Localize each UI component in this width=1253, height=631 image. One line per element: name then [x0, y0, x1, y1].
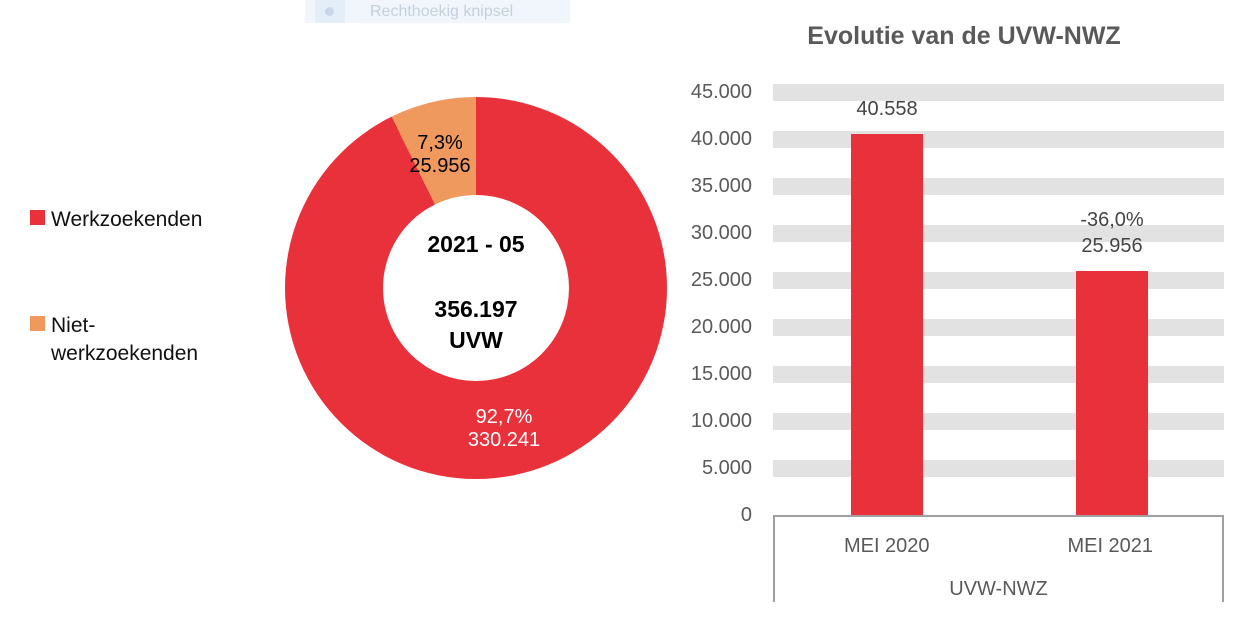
legend-item-werkzoekenden[interactable]: Werkzoekenden [30, 206, 229, 234]
y-axis-tick-label: 0 [740, 504, 752, 526]
slice-pct-niet-werkzoekenden: 7,3% [417, 132, 463, 154]
y-axis-tick-label: 40.000 [690, 128, 752, 150]
gridline-band [773, 177, 1224, 195]
category-label-mei-2021: MEI 2021 [1067, 534, 1154, 557]
gridline-band [773, 459, 1224, 477]
donut-center-unit: UVW [449, 327, 503, 353]
y-axis-tick-label: 15.000 [690, 363, 752, 385]
bar-chart-title: Evolutie van de UVW-NWZ [807, 22, 1121, 50]
category-label-mei-2020: MEI 2020 [843, 534, 930, 557]
slice-value-werkzoekenden: 330.241 [467, 429, 541, 451]
gridline-band [773, 365, 1224, 383]
category-row: MEI 2020 MEI 2021 [775, 517, 1222, 575]
slice-label-niet-werkzoekenden: 7,3% 25.956 [380, 132, 500, 178]
legend-label-niet-werkzoekenden: Niet-werkzoekenden [51, 314, 199, 365]
y-axis-tick-label: 30.000 [690, 222, 752, 244]
donut-center-total: 356.197 [434, 296, 518, 322]
legend-label-werkzoekenden: Werkzoekenden [51, 208, 203, 231]
bar-mei-2020[interactable] [851, 133, 923, 515]
bar-data-label: 40.558 [856, 97, 918, 120]
slice-label-werkzoekenden: 92,7% 330.241 [439, 406, 569, 452]
donut-chart[interactable]: 7,3% 25.956 92,7% 330.241 2021 - 05 356.… [285, 97, 667, 479]
gridline-band [773, 318, 1224, 336]
legend-item-niet-werkzoekenden[interactable]: Niet-werkzoekenden [30, 312, 229, 368]
y-axis-tick-label: 20.000 [690, 316, 752, 338]
slice-pct-werkzoekenden: 92,7% [475, 406, 533, 428]
y-axis-tick-label: 35.000 [690, 175, 752, 197]
legend-swatch-niet-werkzoekenden [30, 316, 45, 331]
gridline-band [773, 271, 1224, 289]
snip-bullet-icon [315, 0, 345, 23]
snip-tooltip-label: Rechthoekig knipsel [370, 3, 514, 20]
donut-center-period: 2021 - 05 [427, 231, 525, 257]
bar-mei-2021[interactable] [1076, 271, 1148, 515]
gridline-band [773, 130, 1224, 148]
category-axis-box: MEI 2020 MEI 2021 UVW-NWZ [773, 515, 1224, 602]
bullet-dot-icon [325, 7, 334, 16]
snip-tooltip[interactable]: Rechthoekig knipsel [305, 0, 570, 23]
y-axis-tick-label: 25.000 [690, 269, 752, 291]
donut-hole [383, 195, 569, 381]
y-axis-tick-label: 10.000 [690, 410, 752, 432]
axis-group-label: UVW-NWZ [949, 578, 1048, 600]
y-axis-tick-label: 45.000 [690, 81, 752, 103]
bar-data-label: -36,0% 25.956 [1080, 209, 1144, 257]
y-axis-tick-label: 5.000 [701, 457, 752, 479]
gridline-band [773, 412, 1224, 430]
legend-swatch-werkzoekenden [30, 210, 45, 225]
slice-value-niet-werkzoekenden: 25.956 [409, 155, 471, 177]
gridline-band [773, 83, 1224, 101]
